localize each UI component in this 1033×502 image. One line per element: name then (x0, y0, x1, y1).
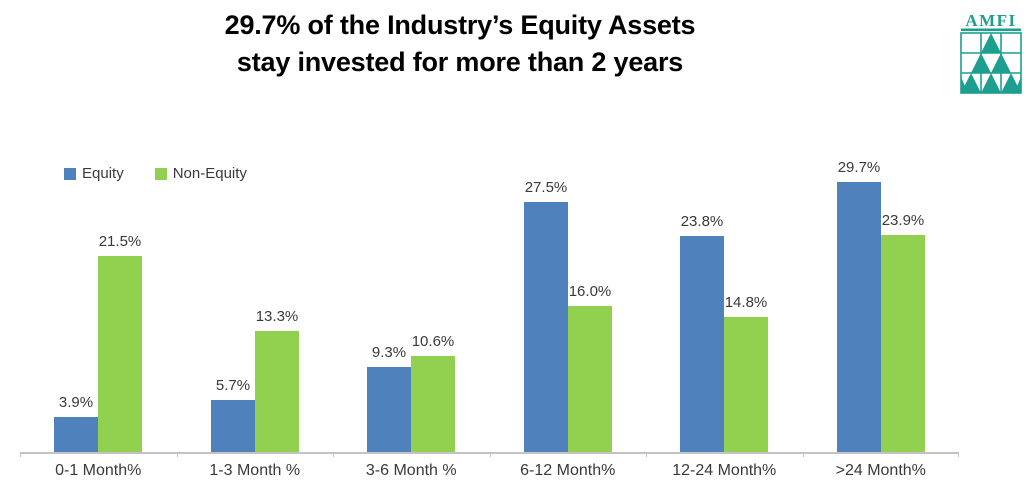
data-label-equity-1: 5.7% (215, 377, 251, 394)
legend-label: Non-Equity (172, 165, 247, 182)
bar-non-equity-5 (881, 235, 925, 452)
data-label-equity-2: 9.3% (371, 344, 407, 361)
chart-title-line2: stay invested for more than 2 years (236, 47, 684, 77)
legend-item-non-equity: Non-Equity (154, 165, 247, 182)
amfi-logo-text: AMFI (965, 11, 1016, 30)
x-axis-labels: 0-1 Month% 1-3 Month % 3-6 Month % 6-12 Mon… (20, 462, 959, 486)
bar-equity-0 (54, 417, 98, 452)
data-label-equity-5: 29.7% (837, 159, 881, 176)
category-label-4: 12-24 Month% (672, 462, 777, 479)
category-label-1: 1-3 Month % (209, 462, 301, 479)
axis-tick (20, 452, 21, 457)
data-label-equity-3: 27.5% (524, 179, 568, 196)
data-label-non-equity-2: 10.6% (411, 333, 455, 350)
bar-non-equity-2 (411, 356, 455, 452)
data-label-non-equity-1: 13.3% (255, 308, 299, 325)
category-label-0: 0-1 Month% (55, 462, 142, 479)
data-label-non-equity-3: 16.0% (568, 283, 612, 300)
bar-non-equity-4 (724, 317, 768, 452)
amfi-pyramid-icon (961, 33, 1021, 93)
amfi-logo: AMFI (958, 11, 1024, 95)
data-label-equity-4: 23.8% (680, 213, 724, 230)
legend-swatch-icon (154, 167, 167, 180)
data-label-non-equity-0: 21.5% (98, 233, 142, 250)
bar-equity-4 (680, 236, 724, 452)
axis-tick (177, 452, 178, 457)
bar-equity-3 (524, 202, 568, 452)
category-label-2: 3-6 Month % (365, 462, 457, 479)
bar-non-equity-3 (568, 306, 612, 452)
chart-title-line1: 29.7% of the Industry’s Equity Assets (224, 10, 696, 40)
bar-equity-2 (367, 367, 411, 452)
bar-equity-1 (211, 400, 255, 452)
legend-swatch-icon (64, 167, 76, 180)
data-label-non-equity-5: 23.9% (881, 212, 925, 229)
legend-item-equity: Equity (64, 165, 124, 182)
chart-legend: Equity Non-Equity (64, 165, 247, 182)
data-label-non-equity-4: 14.8% (724, 294, 768, 311)
legend-label: Equity (82, 165, 124, 182)
axis-tick (333, 452, 334, 457)
category-label-5: >24 Month% (835, 462, 926, 479)
bar-non-equity-0 (98, 256, 142, 452)
data-label-equity-0: 3.9% (58, 394, 94, 411)
axis-tick (958, 452, 959, 457)
amfi-logo-graphic: AMFI (960, 11, 1022, 94)
chart-title: 29.7% of the Industry’s Equity Assets st… (0, 7, 920, 81)
axis-tick (490, 452, 491, 457)
axis-tick (803, 452, 804, 457)
axis-tick (646, 452, 647, 457)
category-label-3: 6-12 Month% (520, 462, 616, 479)
bar-non-equity-1 (255, 331, 299, 452)
bar-equity-5 (837, 182, 881, 452)
plot-area: Equity Non-Equity 3.9% 21.5% 5.7% 13.3% 9.3% 1… (20, 150, 959, 457)
